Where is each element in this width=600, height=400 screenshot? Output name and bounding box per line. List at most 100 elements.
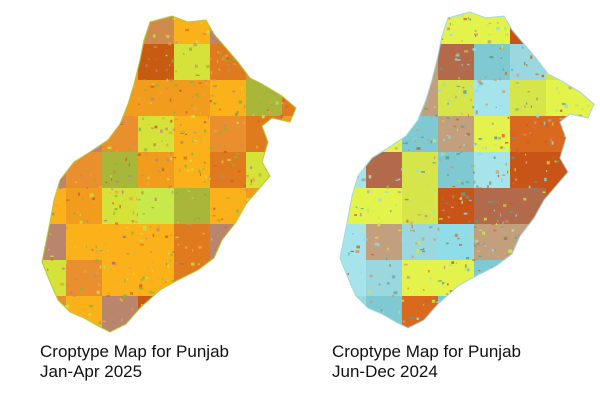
crop-speckle [108,109,110,111]
crop-speckle [374,237,379,239]
crop-speckle [423,289,425,291]
crop-speckle [392,295,395,298]
crop-speckle [590,193,594,197]
crop-speckle [166,240,168,243]
crop-speckle [567,335,570,338]
crop-speckle [353,63,357,68]
crop-tile [366,12,402,44]
crop-speckle [387,247,389,250]
crop-speckle [335,224,337,226]
crop-speckle [128,188,132,190]
crop-speckle [277,29,279,31]
crop-speckle [153,143,157,147]
crop-speckle [205,12,207,13]
crop-tile [474,44,510,80]
crop-speckle [53,49,56,52]
crop-speckle [51,69,54,73]
crop-tile [210,116,246,152]
crop-speckle [487,33,492,36]
crop-speckle [175,41,178,44]
crop-speckle [267,74,271,76]
crop-speckle [60,191,64,193]
crop-speckle [169,98,172,102]
crop-tile [174,188,210,224]
crop-speckle [475,239,479,243]
crop-speckle [565,253,570,256]
crop-speckle [541,268,544,271]
crop-speckle [349,123,352,127]
crop-speckle [128,147,131,151]
crop-speckle [171,59,175,63]
crop-speckle [234,272,238,276]
crop-speckle [198,169,201,173]
crop-speckle [431,212,435,214]
crop-speckle [243,189,248,191]
crop-speckle [39,310,41,313]
crop-speckle [60,55,64,58]
crop-speckle [579,54,583,58]
crop-speckle [542,191,546,193]
crop-speckle [198,246,202,249]
crop-speckle [554,160,557,163]
crop-speckle [268,299,271,303]
crop-speckle [43,117,48,120]
crop-speckle [597,158,600,161]
crop-speckle [504,71,508,75]
crop-speckle [145,238,148,240]
crop-speckle [466,133,470,136]
crop-speckle [502,146,505,150]
crop-speckle [269,137,271,141]
crop-speckle [252,332,256,335]
crop-tile [246,224,282,260]
crop-speckle [221,218,224,221]
crop-speckle [121,190,124,194]
crop-speckle [585,202,589,206]
crop-speckle [572,131,576,134]
crop-speckle [534,188,537,190]
crop-speckle [541,74,544,78]
crop-speckle [448,114,453,117]
crop-speckle [459,225,463,228]
crop-speckle [436,202,438,207]
crop-speckle [152,261,154,264]
crop-speckle [344,74,348,78]
crop-speckle [445,156,450,160]
crop-tile [246,260,282,296]
crop-speckle [525,102,528,105]
crop-speckle [138,225,141,227]
crop-tile [402,332,438,340]
crop-speckle [238,21,242,24]
crop-speckle [260,29,264,31]
crop-speckle [255,219,259,222]
crop-speckle [395,204,397,207]
crop-speckle [449,320,452,323]
crop-speckle [214,165,217,167]
crop-speckle [167,206,171,208]
crop-speckle [536,305,540,310]
crop-tile [30,332,66,340]
crop-speckle [509,210,513,214]
crop-speckle [124,46,127,48]
crop-speckle [53,159,56,161]
crop-speckle [348,50,351,54]
crop-speckle [379,112,383,116]
crop-speckle [467,63,470,66]
crop-speckle [395,73,399,76]
crop-speckle [417,241,421,245]
crop-speckle [340,281,342,286]
crop-speckle [50,257,54,261]
crop-speckle [340,177,343,181]
crop-speckle [160,129,163,133]
crop-speckle [285,105,288,108]
crop-speckle [103,220,108,222]
crop-speckle [552,155,555,159]
crop-speckle [177,170,182,173]
crop-speckle [340,106,343,109]
crop-speckle [422,250,426,253]
crop-speckle [149,251,152,253]
crop-speckle [106,295,111,298]
crop-speckle [249,204,252,207]
crop-speckle [254,322,257,325]
crop-speckle [174,272,179,274]
crop-speckle [179,89,182,92]
